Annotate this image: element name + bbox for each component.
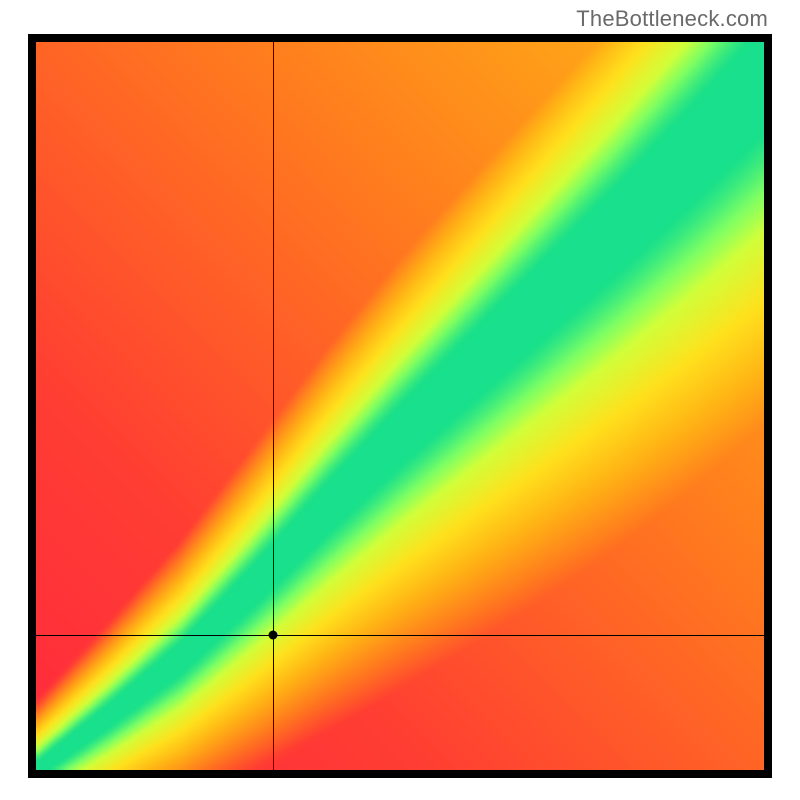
figure-container: TheBottleneck.com: [0, 0, 800, 800]
heatmap-canvas: [36, 42, 764, 770]
plot-outer-frame: [28, 34, 772, 778]
watermark-text: TheBottleneck.com: [576, 6, 768, 32]
crosshair-vertical: [273, 42, 274, 770]
crosshair-horizontal: [36, 635, 764, 636]
marker-dot: [268, 631, 277, 640]
plot-area: [36, 42, 764, 770]
